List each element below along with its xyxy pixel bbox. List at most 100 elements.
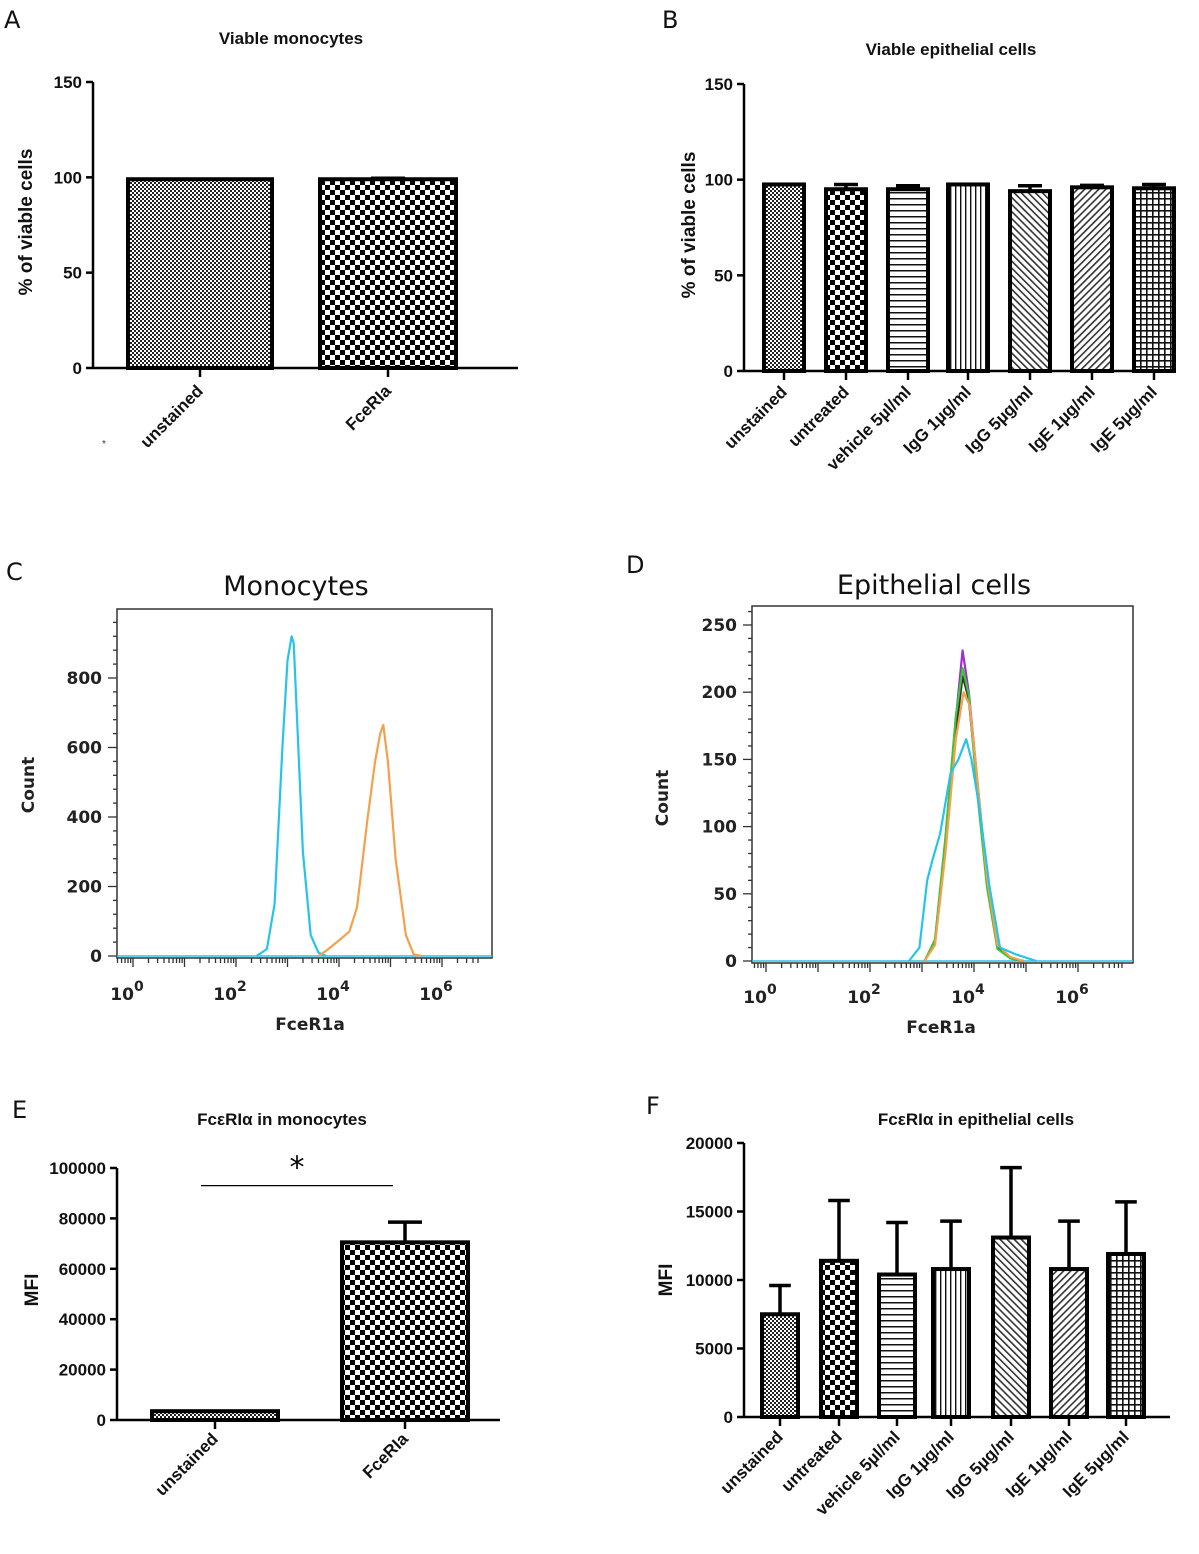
panel-letter-f: F — [646, 1092, 660, 1120]
y-tick-label: 0 — [724, 362, 733, 381]
x-tick-label: unstained — [721, 382, 791, 452]
x-tick-label: IgG 5µg/ml — [962, 382, 1037, 457]
bar-untreated — [819, 1258, 859, 1419]
y-tick-label: 150 — [54, 73, 82, 92]
bar-fceria — [318, 177, 458, 370]
histogram-cyan — [908, 738, 1037, 963]
bar-unstained — [126, 177, 274, 370]
histogram-black — [923, 674, 1024, 963]
x-tick-label: IgE 5µg/ml — [1087, 382, 1161, 456]
y-tick-label: 80000 — [59, 1209, 106, 1228]
bar-unstained — [762, 182, 806, 373]
bar-fceria — [340, 1240, 470, 1422]
y-tick-label: 250 — [702, 616, 738, 636]
y-tick-label: 20000 — [59, 1361, 106, 1380]
y-tick-label: 0 — [724, 1408, 733, 1427]
chart-viable-monocytes: Viable monocytes % of viable cells 0 50 100 1… — [16, 29, 518, 452]
bar-ige-5-g-ml — [1106, 1251, 1146, 1419]
y-tick-label: 100 — [54, 168, 82, 187]
x-tick-label: 100 — [110, 979, 144, 1005]
bar-ige-1-g-ml — [1049, 1267, 1089, 1420]
y-tick-label: 100000 — [49, 1159, 106, 1178]
x-tick-label: IgE 1µg/ml — [1025, 382, 1099, 456]
chart-fceri-monocytes: FcεRIα in monocytes MFI 0 20000 40000 60000 80… — [22, 1110, 500, 1500]
x-tick-label: unstained — [152, 1429, 222, 1499]
y-axis-label: Count — [19, 757, 39, 814]
y-tick-label: 5000 — [695, 1340, 733, 1359]
chart-title: Monocytes — [223, 571, 369, 602]
bar-igg-1-g-ml — [931, 1267, 971, 1420]
y-tick-label: 150 — [702, 750, 738, 770]
histogram-green — [923, 666, 1024, 963]
x-tick-label: 106 — [1055, 982, 1088, 1008]
significance-marker: * — [290, 1151, 305, 1186]
panel-letter-a: A — [4, 6, 21, 34]
histogram-fceria — [317, 723, 422, 958]
x-tick-label: 106 — [419, 979, 452, 1005]
chart-title: FcεRIα in epithelial cells — [878, 1110, 1074, 1129]
y-tick-label: 600 — [67, 739, 103, 759]
bar-untreated — [824, 187, 868, 373]
x-tick-label: 100 — [743, 982, 777, 1008]
histogram-unstained — [255, 635, 327, 958]
y-tick-label: 15000 — [686, 1203, 733, 1222]
chart-epithelial-histogram: Epithelial cells 0 50 100 150 200 250 100 102 104… — [653, 570, 1134, 1038]
x-tick-label: FceRIa — [342, 381, 395, 434]
x-axis-label: FceR1a — [275, 1015, 345, 1035]
chart-fceri-epithelial: FcεRIα in epithelial cells MFI 0 5000 10000 1… — [656, 1110, 1170, 1519]
y-tick-label: 0 — [73, 359, 82, 378]
plot-frame — [751, 605, 1134, 964]
plot-frame — [116, 608, 493, 959]
panel-letter-d: D — [626, 551, 644, 579]
y-tick-label: 400 — [67, 808, 103, 828]
y-tick-label: 60000 — [59, 1260, 106, 1279]
x-tick-label: 102 — [213, 979, 246, 1005]
y-tick-label: 200 — [67, 878, 103, 898]
y-tick-label: 20000 — [686, 1134, 733, 1153]
bar-unstained — [760, 1312, 800, 1419]
chart-title: FcεRIα in monocytes — [197, 1110, 367, 1129]
x-tick-label: 102 — [847, 982, 880, 1008]
x-tick-label: FceRIa — [359, 1429, 412, 1482]
x-tick-label: unstained — [717, 1427, 787, 1497]
y-tick-label: 800 — [67, 669, 103, 689]
histogram-orange — [923, 691, 1024, 963]
chart-title: Viable epithelial cells — [866, 40, 1037, 59]
y-tick-label: 0 — [725, 952, 737, 972]
chart-monocytes-histogram: Monocytes 0 200 400 600 800 100 102 104 106 FceR1a… — [19, 571, 493, 1035]
chart-title: Viable monocytes — [219, 29, 363, 48]
bar-vehicle-5-l-ml — [877, 1272, 917, 1420]
y-tick-label: 50 — [714, 266, 733, 285]
y-tick-label: 100 — [702, 818, 738, 838]
x-tick-label: 104 — [951, 982, 985, 1008]
panel-letter-e: E — [12, 1096, 27, 1124]
panel-letter-c: C — [6, 558, 23, 586]
chart-viable-epithelial-cells: Viable epithelial cells % of viable cells… — [679, 40, 1176, 474]
bar-unstained — [150, 1409, 280, 1423]
stray-mark: * — [102, 439, 106, 450]
y-tick-label: 0 — [97, 1411, 106, 1430]
y-axis-label: MFI — [22, 1274, 43, 1307]
y-tick-label: 100 — [705, 171, 733, 190]
y-tick-label: 40000 — [59, 1310, 106, 1329]
y-axis-label: % of viable cells — [16, 149, 37, 296]
y-axis-label: MFI — [656, 1264, 677, 1297]
y-tick-label: 0 — [90, 947, 102, 967]
y-tick-label: 10000 — [686, 1271, 733, 1290]
bar-igg-1-g-ml — [946, 182, 990, 373]
x-tick-label: 104 — [316, 979, 350, 1005]
panel-letter-b: B — [662, 6, 678, 34]
y-tick-label: 150 — [705, 75, 733, 94]
y-axis-label: Count — [653, 770, 673, 827]
y-axis-label: % of viable cells — [679, 152, 700, 299]
y-tick-label: 50 — [713, 885, 737, 905]
bar-ige-5-g-ml — [1132, 186, 1176, 373]
x-tick-label: unstained — [137, 381, 207, 451]
y-tick-label: 50 — [63, 264, 82, 283]
bar-igg-5-g-ml — [1008, 189, 1052, 373]
chart-title: Epithelial cells — [837, 570, 1031, 601]
bar-vehicle-5-l-ml — [886, 187, 930, 373]
x-axis-label: FceR1a — [906, 1018, 976, 1038]
y-tick-label: 200 — [702, 683, 738, 703]
